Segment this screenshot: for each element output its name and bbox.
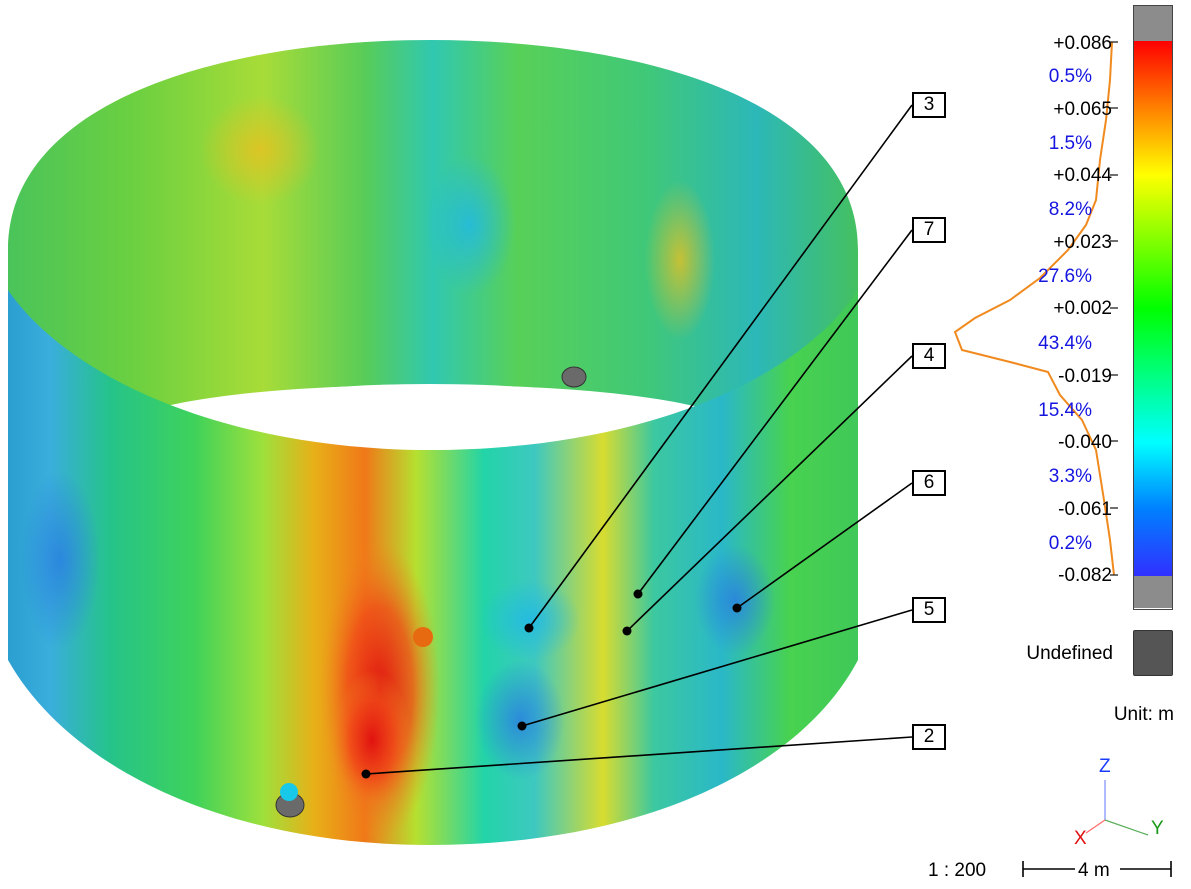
bin-percentage: 8.2% [1048, 199, 1092, 220]
colorbar-tick-label: +0.086 [1053, 33, 1112, 54]
undefined-label: Undefined [1026, 643, 1113, 664]
colorbar-tick-label: +0.065 [1053, 99, 1112, 120]
cylinder-outer-wall [8, 290, 858, 845]
bin-percentage: 0.5% [1048, 66, 1092, 87]
colorbar-tick-label: +0.023 [1053, 232, 1112, 253]
bin-percentage: 3.3% [1048, 466, 1092, 487]
scale-ratio: 1 : 200 [928, 860, 987, 881]
colorbar-tick-label: -0.040 [1058, 432, 1112, 453]
inner-yellow-patch [200, 95, 320, 205]
undefined-swatch [1133, 630, 1173, 676]
orange-marker [413, 627, 433, 647]
bin-percentage: 15.4% [1038, 400, 1092, 421]
inner-yellow-patch-2 [645, 180, 715, 340]
callout-point-2 [361, 769, 371, 779]
callout-point-4 [622, 626, 632, 636]
colorbar-tick-label: +0.044 [1053, 165, 1112, 186]
leader-line-4 [626, 355, 913, 632]
z-axis-label: Z [1099, 756, 1111, 777]
leader-line-2 [365, 736, 913, 775]
colorbar-tick-label: +0.002 [1053, 298, 1112, 319]
blue-region-6 [695, 545, 775, 655]
colorbar-tick-label: -0.061 [1058, 499, 1112, 520]
inner-blue-patch [425, 155, 515, 295]
callout-label-4: 4 [912, 343, 946, 369]
leader-line-3 [528, 104, 913, 629]
leader-line-6 [736, 482, 913, 609]
callout-label-5: 5 [912, 597, 946, 623]
leader-line-5 [521, 609, 913, 727]
callout-label-3: 3 [912, 92, 946, 118]
cyan-region-3 [480, 580, 580, 660]
hot-region-core [332, 670, 412, 810]
y-axis [1104, 819, 1149, 836]
color-scale-bar [1133, 5, 1173, 610]
colorbar-tick-label: -0.082 [1058, 565, 1112, 586]
callout-point-3 [524, 623, 534, 633]
bin-percentage: 1.5% [1048, 133, 1092, 154]
hole-marker-back [561, 366, 587, 388]
callout-point-5 [517, 721, 527, 731]
colorbar-over-range [1134, 6, 1172, 41]
callout-point-6 [732, 603, 742, 613]
callout-label-7: 7 [912, 217, 946, 243]
x-axis-label: X [1074, 828, 1087, 849]
bin-percentage: 27.6% [1038, 266, 1092, 287]
bin-percentage: 43.4% [1038, 333, 1092, 354]
scale-length: 4 m [1078, 860, 1110, 881]
colorbar-gradient [1134, 41, 1172, 576]
callout-label-6: 6 [912, 470, 946, 496]
cyan-marker [280, 783, 298, 801]
x-axis [1085, 819, 1106, 834]
callout-point-7 [633, 589, 643, 599]
blue-region-5 [475, 660, 565, 780]
colorbar-tick-label: -0.019 [1058, 366, 1112, 387]
colorbar-under-range [1134, 576, 1172, 608]
bin-percentage: 0.2% [1048, 533, 1092, 554]
callout-label-2: 2 [912, 724, 946, 750]
deviation-histogram [953, 41, 1115, 576]
y-axis-label: Y [1151, 818, 1164, 839]
blue-region-left [20, 470, 100, 650]
leader-line-7 [637, 229, 913, 595]
unit-label: Unit: m [1113, 704, 1174, 725]
